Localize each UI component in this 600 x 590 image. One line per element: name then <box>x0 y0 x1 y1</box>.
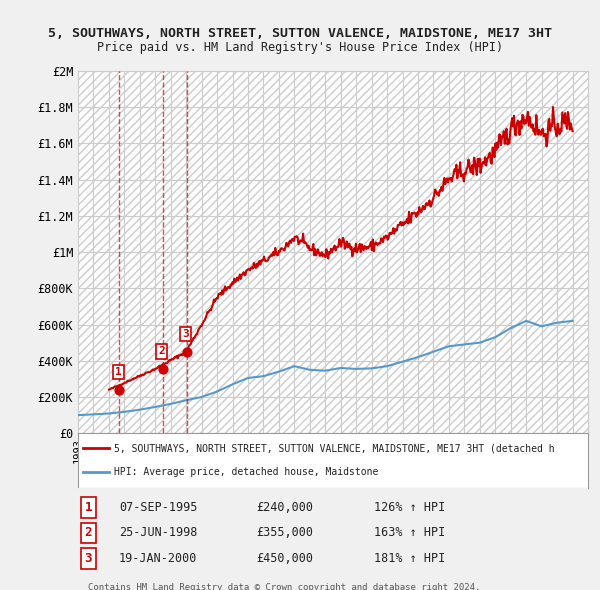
Text: £450,000: £450,000 <box>257 552 314 565</box>
Text: HPI: Average price, detached house, Maidstone: HPI: Average price, detached house, Maid… <box>114 467 378 477</box>
Text: 5, SOUTHWAYS, NORTH STREET, SUTTON VALENCE, MAIDSTONE, ME17 3HT: 5, SOUTHWAYS, NORTH STREET, SUTTON VALEN… <box>48 27 552 40</box>
Text: 1: 1 <box>85 501 92 514</box>
Text: 2: 2 <box>85 526 92 539</box>
Text: £240,000: £240,000 <box>257 501 314 514</box>
Text: 2: 2 <box>158 346 165 356</box>
Text: 163% ↑ HPI: 163% ↑ HPI <box>374 526 445 539</box>
Text: 25-JUN-1998: 25-JUN-1998 <box>119 526 197 539</box>
Text: 19-JAN-2000: 19-JAN-2000 <box>119 552 197 565</box>
Point <box>158 364 167 373</box>
Text: 181% ↑ HPI: 181% ↑ HPI <box>374 552 445 565</box>
Text: 5, SOUTHWAYS, NORTH STREET, SUTTON VALENCE, MAIDSTONE, ME17 3HT (detached h: 5, SOUTHWAYS, NORTH STREET, SUTTON VALEN… <box>114 444 554 454</box>
Text: 3: 3 <box>85 552 92 565</box>
Text: 126% ↑ HPI: 126% ↑ HPI <box>374 501 445 514</box>
Text: 3: 3 <box>182 329 189 339</box>
Text: £355,000: £355,000 <box>257 526 314 539</box>
Text: 1: 1 <box>115 367 122 377</box>
Text: 07-SEP-1995: 07-SEP-1995 <box>119 501 197 514</box>
Text: Price paid vs. HM Land Registry's House Price Index (HPI): Price paid vs. HM Land Registry's House … <box>97 41 503 54</box>
Text: Contains HM Land Registry data © Crown copyright and database right 2024.
This d: Contains HM Land Registry data © Crown c… <box>88 583 481 590</box>
Point <box>182 347 192 356</box>
Point <box>115 385 124 395</box>
